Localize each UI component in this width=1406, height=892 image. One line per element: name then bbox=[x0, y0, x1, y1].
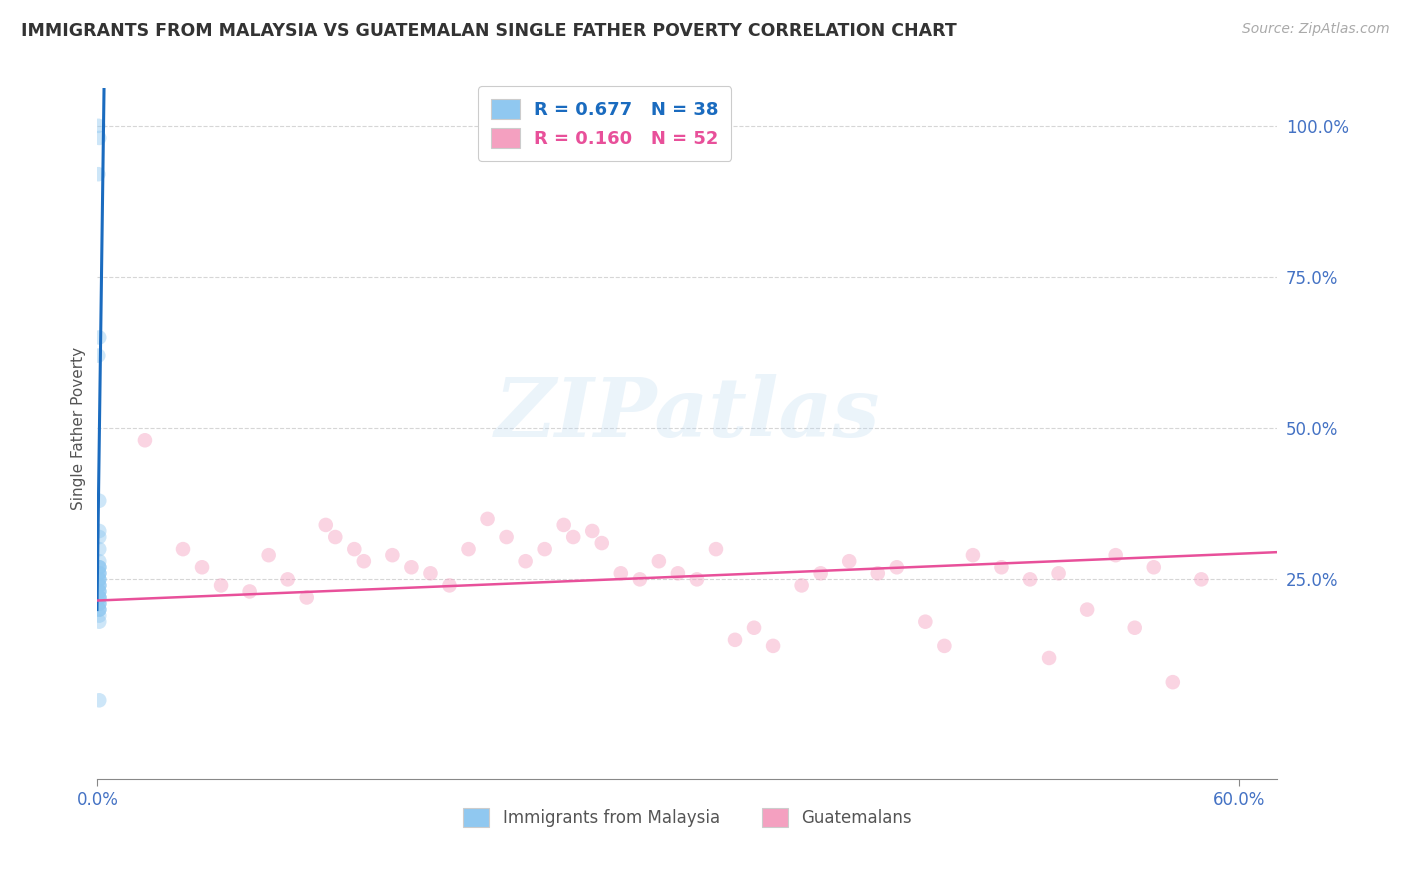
Point bbox=[191, 560, 214, 574]
Point bbox=[666, 566, 689, 581]
Point bbox=[810, 566, 832, 581]
Point bbox=[89, 573, 111, 587]
Point bbox=[89, 591, 111, 605]
Point bbox=[515, 554, 537, 568]
Point bbox=[381, 548, 404, 562]
Point bbox=[581, 524, 603, 538]
Point bbox=[89, 693, 111, 707]
Point bbox=[89, 602, 111, 616]
Point bbox=[295, 591, 318, 605]
Point bbox=[89, 560, 111, 574]
Point bbox=[439, 578, 461, 592]
Point bbox=[87, 119, 110, 133]
Point bbox=[89, 578, 111, 592]
Point bbox=[87, 349, 110, 363]
Point bbox=[628, 573, 651, 587]
Point bbox=[89, 573, 111, 587]
Point bbox=[87, 167, 110, 181]
Point bbox=[89, 597, 111, 611]
Point bbox=[495, 530, 517, 544]
Point bbox=[1189, 573, 1212, 587]
Point bbox=[89, 602, 111, 616]
Point bbox=[353, 554, 375, 568]
Point bbox=[1019, 573, 1042, 587]
Point bbox=[1038, 651, 1060, 665]
Point bbox=[704, 542, 727, 557]
Point bbox=[591, 536, 613, 550]
Point bbox=[239, 584, 262, 599]
Point bbox=[277, 573, 299, 587]
Point bbox=[1047, 566, 1070, 581]
Point bbox=[562, 530, 585, 544]
Legend: Immigrants from Malaysia, Guatemalans: Immigrants from Malaysia, Guatemalans bbox=[456, 802, 918, 834]
Point bbox=[89, 573, 111, 587]
Point bbox=[89, 524, 111, 538]
Point bbox=[886, 560, 908, 574]
Point bbox=[1161, 675, 1184, 690]
Point bbox=[401, 560, 423, 574]
Point bbox=[790, 578, 813, 592]
Point bbox=[89, 597, 111, 611]
Point bbox=[477, 512, 499, 526]
Point bbox=[323, 530, 346, 544]
Point bbox=[89, 578, 111, 592]
Point bbox=[315, 517, 337, 532]
Point bbox=[89, 602, 111, 616]
Point bbox=[89, 542, 111, 557]
Point bbox=[89, 493, 111, 508]
Point bbox=[89, 591, 111, 605]
Y-axis label: Single Father Poverty: Single Father Poverty bbox=[72, 347, 86, 509]
Point bbox=[866, 566, 889, 581]
Point bbox=[533, 542, 555, 557]
Text: ZIPatlas: ZIPatlas bbox=[495, 374, 880, 454]
Point bbox=[89, 615, 111, 629]
Point bbox=[89, 578, 111, 592]
Point bbox=[89, 591, 111, 605]
Point bbox=[838, 554, 860, 568]
Point bbox=[1123, 621, 1146, 635]
Point bbox=[89, 608, 111, 623]
Point bbox=[419, 566, 441, 581]
Point bbox=[610, 566, 633, 581]
Point bbox=[962, 548, 984, 562]
Point bbox=[914, 615, 936, 629]
Point bbox=[89, 584, 111, 599]
Point bbox=[209, 578, 232, 592]
Point bbox=[990, 560, 1012, 574]
Point bbox=[89, 330, 111, 344]
Point bbox=[89, 566, 111, 581]
Point bbox=[724, 632, 747, 647]
Point bbox=[1076, 602, 1098, 616]
Point bbox=[134, 434, 156, 448]
Point bbox=[742, 621, 765, 635]
Point bbox=[172, 542, 194, 557]
Point bbox=[686, 573, 709, 587]
Point bbox=[89, 597, 111, 611]
Point bbox=[89, 584, 111, 599]
Point bbox=[89, 566, 111, 581]
Point bbox=[89, 554, 111, 568]
Point bbox=[89, 131, 111, 145]
Point bbox=[762, 639, 785, 653]
Text: Source: ZipAtlas.com: Source: ZipAtlas.com bbox=[1241, 22, 1389, 37]
Point bbox=[1105, 548, 1128, 562]
Point bbox=[648, 554, 671, 568]
Point bbox=[89, 560, 111, 574]
Point bbox=[89, 566, 111, 581]
Text: IMMIGRANTS FROM MALAYSIA VS GUATEMALAN SINGLE FATHER POVERTY CORRELATION CHART: IMMIGRANTS FROM MALAYSIA VS GUATEMALAN S… bbox=[21, 22, 957, 40]
Point bbox=[1143, 560, 1166, 574]
Point bbox=[343, 542, 366, 557]
Point bbox=[457, 542, 479, 557]
Point bbox=[89, 591, 111, 605]
Point bbox=[553, 517, 575, 532]
Point bbox=[89, 530, 111, 544]
Point bbox=[89, 560, 111, 574]
Point bbox=[89, 584, 111, 599]
Point bbox=[934, 639, 956, 653]
Point bbox=[257, 548, 280, 562]
